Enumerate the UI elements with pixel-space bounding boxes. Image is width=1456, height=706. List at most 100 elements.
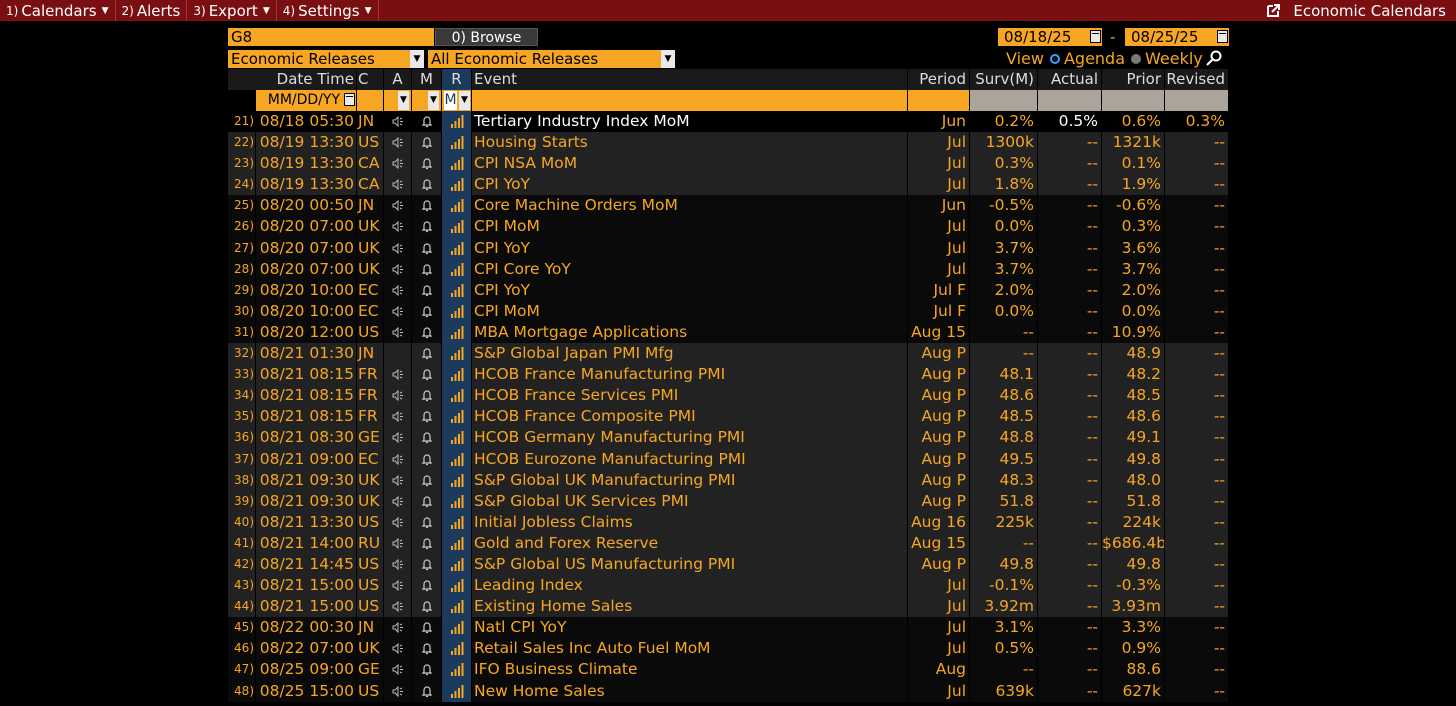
bell-icon[interactable] xyxy=(412,659,442,681)
header-actual[interactable]: Actual xyxy=(1038,69,1102,90)
table-row[interactable]: 26) 08/20 07:00 UK CPI MoM Jul 0.0% -- 0.3% -- xyxy=(228,216,1229,238)
bell-icon[interactable] xyxy=(412,575,442,597)
table-row[interactable]: 25) 08/20 00:50 JN Core Machine Orders MoM J… xyxy=(228,195,1229,217)
speaker-icon[interactable] xyxy=(384,575,412,597)
table-row[interactable]: 40) 08/21 13:30 US Initial Jobless Claims Au… xyxy=(228,511,1229,533)
table-row[interactable]: 42) 08/21 14:45 US S&P Global US Manufactur… xyxy=(228,553,1229,576)
speaker-icon[interactable] xyxy=(384,111,412,133)
bell-icon[interactable] xyxy=(412,321,442,344)
bell-icon[interactable] xyxy=(412,680,442,702)
table-row[interactable]: 46) 08/22 07:00 UK Retail Sales Inc Auto Fu… xyxy=(228,638,1229,660)
speaker-icon[interactable] xyxy=(384,385,412,407)
row-event[interactable]: MBA Mortgage Applications xyxy=(472,321,908,344)
bell-icon[interactable] xyxy=(412,427,442,449)
calendar-icon[interactable] xyxy=(1217,30,1228,43)
row-event[interactable]: IFO Business Climate xyxy=(472,659,908,681)
menu-alerts[interactable]: 2) Alerts xyxy=(116,0,188,21)
chevron-down-icon[interactable]: ▼ xyxy=(661,50,675,68)
header-survey[interactable]: Surv(M) xyxy=(970,69,1038,90)
table-row[interactable]: 29) 08/20 10:00 EC CPI YoY Jul F 2.0% -- 2.0% -- xyxy=(228,279,1229,301)
speaker-icon[interactable] xyxy=(384,258,412,280)
bell-icon[interactable] xyxy=(412,258,442,280)
table-row[interactable]: 39) 08/21 09:30 UK S&P Global UK Services P… xyxy=(228,490,1229,512)
speaker-icon[interactable] xyxy=(384,174,412,196)
speaker-icon[interactable] xyxy=(384,638,412,660)
bell-icon[interactable] xyxy=(412,195,442,217)
row-event[interactable]: Housing Starts xyxy=(472,132,908,154)
table-row[interactable]: 28) 08/20 07:00 UK CPI Core YoY Jul 3.7% -- 3.7… xyxy=(228,258,1229,280)
speaker-icon[interactable] xyxy=(384,300,412,322)
bell-icon[interactable] xyxy=(412,511,442,533)
row-event[interactable]: New Home Sales xyxy=(472,680,908,702)
menu-calendars[interactable]: 1) Calendars ▼ xyxy=(0,0,116,21)
bell-icon[interactable] xyxy=(412,111,442,133)
header-prior[interactable]: Prior xyxy=(1102,69,1165,90)
row-event[interactable]: S&P Global Japan PMI Mfg xyxy=(472,343,908,365)
speaker-icon[interactable] xyxy=(384,490,412,512)
bell-icon[interactable] xyxy=(412,132,442,154)
weekly-radio[interactable] xyxy=(1131,53,1142,64)
menu-export[interactable]: 3) Export ▼ xyxy=(187,0,277,21)
table-row[interactable]: 23) 08/19 13:30 CA CPI NSA MoM Jul 0.3% -- 0.1%… xyxy=(228,153,1229,175)
alert-filter[interactable]: ▼ xyxy=(384,90,412,111)
header-country[interactable]: C xyxy=(357,69,384,90)
row-event[interactable]: S&P Global US Manufacturing PMI xyxy=(472,553,908,576)
row-event[interactable]: S&P Global UK Manufacturing PMI xyxy=(472,469,908,491)
release-filter-select[interactable]: All Economic Releases ▼ xyxy=(428,50,675,68)
bell-icon[interactable] xyxy=(412,385,442,407)
table-row[interactable]: 37) 08/21 09:00 EC HCOB Eurozone Manufactur… xyxy=(228,448,1229,470)
chevron-down-icon[interactable]: ▼ xyxy=(410,50,424,68)
speaker-icon[interactable] xyxy=(384,617,412,639)
bell-icon[interactable] xyxy=(412,153,442,175)
calendar-icon[interactable] xyxy=(1090,30,1101,43)
speaker-icon[interactable] xyxy=(384,237,412,259)
row-event[interactable]: CPI YoY xyxy=(472,279,908,301)
speaker-icon[interactable] xyxy=(384,448,412,470)
speaker-icon[interactable] xyxy=(384,427,412,449)
speaker-icon[interactable] xyxy=(384,216,412,238)
speaker-icon[interactable] xyxy=(384,596,412,618)
speaker-icon[interactable] xyxy=(384,343,412,365)
bell-icon[interactable] xyxy=(412,300,442,322)
release-type-select[interactable]: Economic Releases ▼ xyxy=(228,50,424,68)
bell-icon[interactable] xyxy=(412,553,442,576)
speaker-icon[interactable] xyxy=(384,532,412,554)
speaker-icon[interactable] xyxy=(384,680,412,702)
row-event[interactable]: Natl CPI YoY xyxy=(472,617,908,639)
header-event[interactable]: Event xyxy=(472,69,908,90)
bell-icon[interactable] xyxy=(412,216,442,238)
row-event[interactable]: Tertiary Industry Index MoM xyxy=(472,111,908,133)
row-event[interactable]: CPI MoM xyxy=(472,300,908,322)
region-input[interactable]: G8 xyxy=(228,28,434,46)
bell-icon[interactable] xyxy=(412,174,442,196)
table-row[interactable]: 35) 08/21 08:15 FR HCOB France Composite PM… xyxy=(228,406,1229,428)
bell-icon[interactable] xyxy=(412,469,442,491)
end-date-input[interactable]: 08/25/25 xyxy=(1125,28,1229,46)
table-row[interactable]: 44) 08/21 15:00 US Existing Home Sales Jul 3.… xyxy=(228,596,1229,618)
chevron-down-icon[interactable]: ▼ xyxy=(459,91,470,110)
header-date-time[interactable]: Date Time xyxy=(228,69,357,90)
start-date-input[interactable]: 08/18/25 xyxy=(998,28,1102,46)
row-event[interactable]: Retail Sales Inc Auto Fuel MoM xyxy=(472,638,908,660)
table-row[interactable]: 27) 08/20 07:00 UK CPI YoY Jul 3.7% -- 3.6% -- xyxy=(228,237,1229,259)
row-event[interactable]: S&P Global UK Services PMI xyxy=(472,490,908,512)
country-filter[interactable] xyxy=(357,90,384,111)
bell-icon[interactable] xyxy=(412,364,442,386)
header-alert[interactable]: A xyxy=(384,69,412,90)
row-event[interactable]: Leading Index xyxy=(472,575,908,597)
bell-icon[interactable] xyxy=(412,279,442,301)
table-row[interactable]: 43) 08/21 15:00 US Leading Index Jul -0.1% -- -… xyxy=(228,575,1229,597)
row-event[interactable]: CPI YoY xyxy=(472,237,908,259)
bell-icon[interactable] xyxy=(412,343,442,365)
bell-icon[interactable] xyxy=(412,617,442,639)
table-row[interactable]: 32) 08/21 01:30 JN S&P Global Japan PMI Mfg… xyxy=(228,343,1229,365)
menu-settings[interactable]: 4) Settings ▼ xyxy=(277,0,379,21)
relevance-filter[interactable]: M ▼ xyxy=(442,90,472,111)
row-event[interactable]: HCOB France Manufacturing PMI xyxy=(472,364,908,386)
speaker-icon[interactable] xyxy=(384,153,412,175)
speaker-icon[interactable] xyxy=(384,511,412,533)
row-event[interactable]: CPI MoM xyxy=(472,216,908,238)
search-person-icon[interactable] xyxy=(1205,50,1223,67)
period-filter[interactable] xyxy=(908,90,970,111)
speaker-icon[interactable] xyxy=(384,406,412,428)
